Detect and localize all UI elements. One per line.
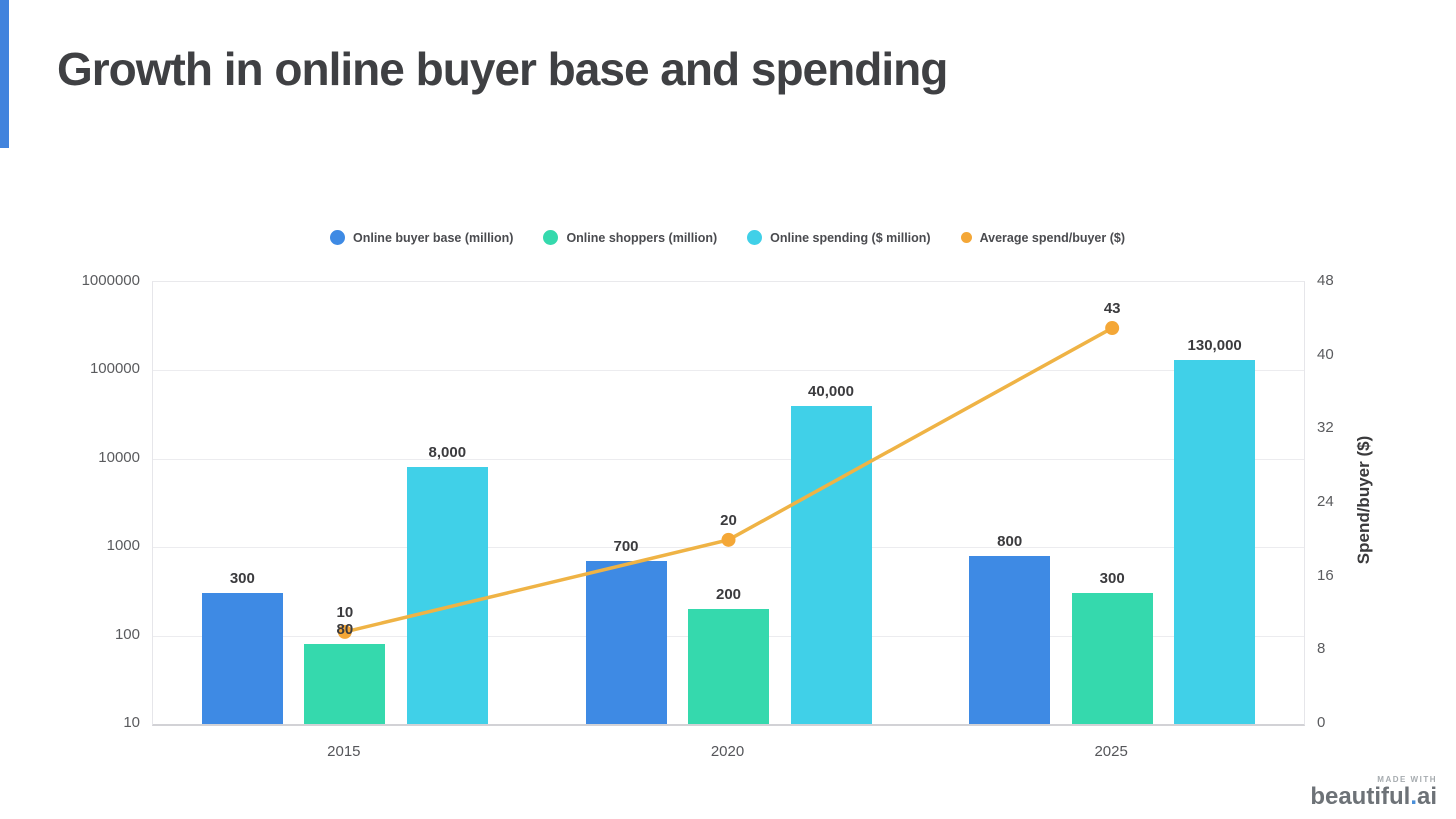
title-accent-bar — [0, 0, 9, 148]
left-axis-tick: 100 — [114, 625, 140, 643]
right-axis-tick: 40 — [1317, 345, 1334, 363]
line-marker-icon — [1105, 321, 1120, 336]
legend-label: Online spending ($ million) — [770, 230, 931, 245]
x-axis-label: 2015 — [327, 743, 361, 760]
bar-online-shoppers-million- — [1071, 593, 1153, 724]
left-axis-log-scale: 1000000 100000 10000 1000 100 10 — [0, 272, 140, 731]
left-axis-tick: 10000 — [98, 448, 140, 466]
legend-dot-icon — [960, 232, 972, 243]
bar-data-label: 130,000 — [1187, 337, 1242, 355]
bar-data-label: 800 — [997, 532, 1023, 550]
left-axis-tick: 10 — [123, 714, 140, 731]
right-axis-tick: 32 — [1317, 419, 1334, 437]
legend-dot-icon — [747, 230, 763, 245]
bar-online-spending-million- — [406, 467, 488, 724]
left-axis-tick: 1000000 — [81, 272, 140, 289]
line-data-label: 10 — [336, 603, 354, 621]
gridline — [153, 458, 1304, 460]
legend-label: Average spend/buyer ($) — [979, 230, 1125, 245]
bar-online-buyer-base-million- — [201, 593, 283, 724]
right-axis-tick: 48 — [1317, 272, 1334, 289]
legend-item: Online spending ($ million) — [747, 230, 931, 245]
bar-data-label: 700 — [613, 537, 639, 555]
gridline — [153, 370, 1304, 372]
line-data-label: 20 — [720, 511, 737, 529]
bar-online-shoppers-million- — [304, 644, 386, 724]
right-axis-tick: 8 — [1317, 640, 1326, 658]
x-axis-label: 2025 — [1094, 743, 1128, 760]
line-marker-icon — [721, 532, 736, 547]
legend-label: Online buyer base (million) — [353, 230, 514, 245]
right-axis: 48 40 32 24 16 8 0 — [1317, 272, 1377, 731]
bar-data-label: 300 — [229, 570, 255, 588]
right-axis-tick: 16 — [1317, 566, 1334, 584]
beautifulai-badge[interactable]: MADE WITH beautiful.ai — [1310, 775, 1437, 809]
bar-online-buyer-base-million- — [969, 555, 1051, 724]
logo-suffix: ai — [1416, 783, 1437, 810]
bar-data-label: 40,000 — [808, 382, 854, 400]
left-axis-tick: 1000 — [106, 537, 140, 555]
legend-item: Online buyer base (million) — [330, 230, 513, 245]
legend-dot-icon — [543, 230, 559, 245]
beautifulai-logo: beautiful.ai — [1310, 785, 1437, 809]
x-axis-label: 2020 — [710, 743, 745, 760]
made-with-label: MADE WITH — [1377, 775, 1437, 784]
bar-online-spending-million- — [790, 405, 872, 724]
legend-item: Online shoppers (million) — [543, 230, 717, 245]
bar-data-label: 300 — [1099, 570, 1125, 588]
logo-dot: . — [1410, 783, 1417, 810]
bar-data-label: 8,000 — [428, 444, 467, 462]
legend-label: Online shoppers (million) — [566, 230, 718, 245]
legend-dot-icon — [330, 230, 345, 245]
bar-online-shoppers-million- — [688, 608, 769, 724]
spend-per-buyer-line — [337, 321, 1120, 639]
right-axis-tick: 24 — [1317, 493, 1334, 510]
x-axis: 2015 2020 2025 — [152, 743, 1303, 763]
right-axis-tick: 0 — [1317, 714, 1326, 731]
slide-title: Growth in online buyer base and spending — [57, 43, 948, 95]
bar-data-label: 200 — [715, 585, 742, 603]
gridline — [153, 547, 1304, 549]
bar-online-spending-million- — [1174, 360, 1256, 724]
plot-area: 300 700 800 80 200 300 8,000 40,000 130,000 10 20 4… — [152, 281, 1305, 726]
bar-online-buyer-base-million- — [585, 560, 667, 724]
line-marker-icon — [337, 624, 352, 639]
left-axis-tick: 100000 — [89, 360, 140, 378]
bar-data-label: 80 — [336, 621, 354, 639]
line-data-label: 43 — [1103, 300, 1121, 318]
logo-text: beautiful — [1310, 783, 1411, 810]
chart-legend: Online buyer base (million) Online shoppe… — [152, 230, 1303, 245]
right-axis-title: Spend/buyer ($) — [1354, 435, 1373, 565]
legend-item: Average spend/buyer ($) — [960, 230, 1125, 245]
